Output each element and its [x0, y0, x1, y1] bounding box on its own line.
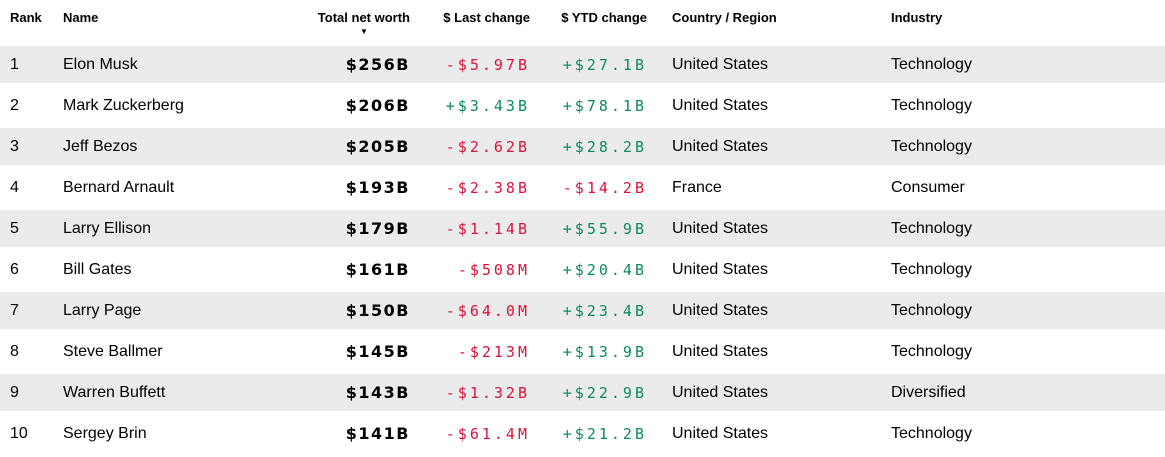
- column-header-label: Rank: [10, 10, 42, 25]
- name-cell: Jeff Bezos: [53, 126, 300, 167]
- last-change-cell: -$64.0M: [410, 290, 530, 331]
- country-cell: United States: [647, 331, 886, 372]
- table-row: 5 Larry Ellison $179B -$1.14B +$55.9B Un…: [0, 208, 1165, 249]
- ytd-change-cell: +$55.9B: [530, 208, 647, 249]
- table-row: 8 Steve Ballmer $145B -$213M +$13.9B Uni…: [0, 331, 1165, 372]
- ytd-change-cell: +$20.4B: [530, 249, 647, 290]
- rank-cell: 4: [0, 167, 53, 208]
- net-worth-cell: $143B: [300, 372, 410, 413]
- name-cell: Elon Musk: [53, 44, 300, 85]
- net-worth-cell: $145B: [300, 331, 410, 372]
- column-header-ytd-change[interactable]: $ YTD change: [530, 0, 647, 44]
- last-change-cell: -$5.97B: [410, 44, 530, 85]
- name-cell: Sergey Brin: [53, 413, 300, 454]
- name-cell: Larry Page: [53, 290, 300, 331]
- column-header-label: $ YTD change: [561, 10, 647, 25]
- last-change-cell: -$213M: [410, 331, 530, 372]
- rank-cell: 10: [0, 413, 53, 454]
- country-cell: United States: [647, 208, 886, 249]
- industry-cell: Technology: [886, 331, 1165, 372]
- net-worth-cell: $150B: [300, 290, 410, 331]
- table-row: 6 Bill Gates $161B -$508M +$20.4B United…: [0, 249, 1165, 290]
- table-row: 1 Elon Musk $256B -$5.97B +$27.1B United…: [0, 44, 1165, 85]
- industry-cell: Technology: [886, 290, 1165, 331]
- country-cell: United States: [647, 290, 886, 331]
- column-header-name[interactable]: Name: [53, 0, 300, 44]
- industry-cell: Technology: [886, 126, 1165, 167]
- country-cell: United States: [647, 372, 886, 413]
- column-header-label: $ Last change: [443, 10, 530, 25]
- column-header-country-region[interactable]: Country / Region: [647, 0, 886, 44]
- rank-cell: 7: [0, 290, 53, 331]
- column-header-label: Total net worth: [317, 10, 410, 25]
- ytd-change-cell: +$23.4B: [530, 290, 647, 331]
- last-change-cell: -$2.62B: [410, 126, 530, 167]
- ytd-change-cell: -$14.2B: [530, 167, 647, 208]
- ytd-change-cell: +$78.1B: [530, 85, 647, 126]
- column-header-rank[interactable]: Rank: [0, 0, 53, 44]
- table-row: 3 Jeff Bezos $205B -$2.62B +$28.2B Unite…: [0, 126, 1165, 167]
- name-cell: Steve Ballmer: [53, 331, 300, 372]
- net-worth-cell: $141B: [300, 413, 410, 454]
- column-header-label: Name: [63, 10, 99, 25]
- table-row: 4 Bernard Arnault $193B -$2.38B -$14.2B …: [0, 167, 1165, 208]
- last-change-cell: +$3.43B: [410, 85, 530, 126]
- country-cell: United States: [647, 249, 886, 290]
- industry-cell: Technology: [886, 44, 1165, 85]
- last-change-cell: -$2.38B: [410, 167, 530, 208]
- rank-cell: 9: [0, 372, 53, 413]
- rank-cell: 5: [0, 208, 53, 249]
- industry-cell: Diversified: [886, 372, 1165, 413]
- country-cell: France: [647, 167, 886, 208]
- net-worth-cell: $161B: [300, 249, 410, 290]
- net-worth-cell: $256B: [300, 44, 410, 85]
- industry-cell: Technology: [886, 208, 1165, 249]
- ytd-change-cell: +$21.2B: [530, 413, 647, 454]
- rank-cell: 2: [0, 85, 53, 126]
- rank-cell: 6: [0, 249, 53, 290]
- name-cell: Larry Ellison: [53, 208, 300, 249]
- column-header-industry[interactable]: Industry: [886, 0, 1165, 44]
- rank-cell: 1: [0, 44, 53, 85]
- ytd-change-cell: +$13.9B: [530, 331, 647, 372]
- rank-cell: 8: [0, 331, 53, 372]
- last-change-cell: -$61.4M: [410, 413, 530, 454]
- rank-cell: 3: [0, 126, 53, 167]
- industry-cell: Technology: [886, 85, 1165, 126]
- industry-cell: Technology: [886, 413, 1165, 454]
- last-change-cell: -$508M: [410, 249, 530, 290]
- column-header-total-net-worth[interactable]: Total net worth ▼: [300, 0, 410, 44]
- table-row: 9 Warren Buffett $143B -$1.32B +$22.9B U…: [0, 372, 1165, 413]
- country-cell: United States: [647, 126, 886, 167]
- net-worth-cell: $193B: [300, 167, 410, 208]
- name-cell: Warren Buffett: [53, 372, 300, 413]
- column-header-label: Country / Region: [672, 10, 777, 25]
- table-row: 7 Larry Page $150B -$64.0M +$23.4B Unite…: [0, 290, 1165, 331]
- table-row: 2 Mark Zuckerberg $206B +$3.43B +$78.1B …: [0, 85, 1165, 126]
- name-cell: Bill Gates: [53, 249, 300, 290]
- name-cell: Bernard Arnault: [53, 167, 300, 208]
- column-header-label: Industry: [891, 10, 943, 25]
- net-worth-cell: $205B: [300, 126, 410, 167]
- industry-cell: Consumer: [886, 167, 1165, 208]
- sort-descending-icon: ▼: [359, 27, 368, 36]
- column-header-last-change[interactable]: $ Last change: [410, 0, 530, 44]
- industry-cell: Technology: [886, 249, 1165, 290]
- net-worth-cell: $206B: [300, 85, 410, 126]
- table-header-row: Rank Name Total net worth ▼ $ Last chang…: [0, 0, 1165, 44]
- ytd-change-cell: +$22.9B: [530, 372, 647, 413]
- last-change-cell: -$1.32B: [410, 372, 530, 413]
- country-cell: United States: [647, 413, 886, 454]
- name-cell: Mark Zuckerberg: [53, 85, 300, 126]
- ytd-change-cell: +$27.1B: [530, 44, 647, 85]
- table-row: 10 Sergey Brin $141B -$61.4M +$21.2B Uni…: [0, 413, 1165, 454]
- net-worth-cell: $179B: [300, 208, 410, 249]
- country-cell: United States: [647, 44, 886, 85]
- ytd-change-cell: +$28.2B: [530, 126, 647, 167]
- country-cell: United States: [647, 85, 886, 126]
- table-body: 1 Elon Musk $256B -$5.97B +$27.1B United…: [0, 44, 1165, 454]
- last-change-cell: -$1.14B: [410, 208, 530, 249]
